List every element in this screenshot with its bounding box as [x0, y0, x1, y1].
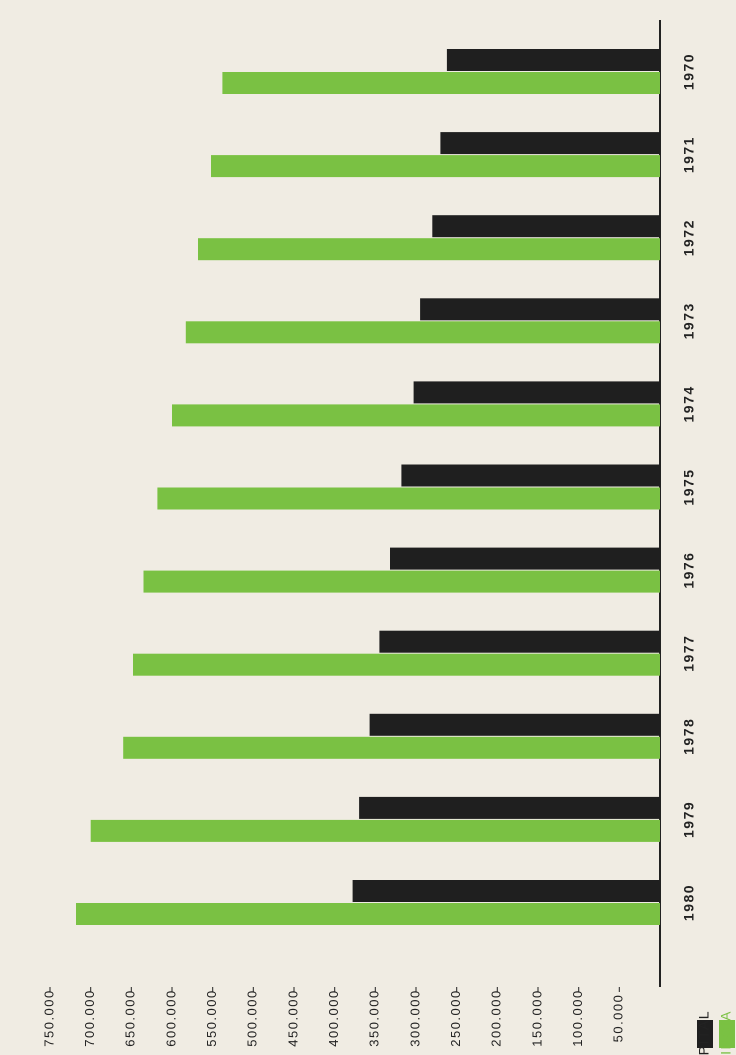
bar-provincia-1975 — [157, 487, 660, 510]
bar-provincia-1970 — [222, 72, 660, 94]
bar-capital-1979 — [359, 796, 660, 819]
bar-provincia-1977 — [133, 653, 660, 676]
legend-swatch-provincia — [719, 1020, 735, 1048]
bar-provincia-1980 — [76, 903, 660, 925]
bar-capital-1974 — [413, 381, 660, 404]
tick-label-100.000: 100.000 — [570, 989, 585, 1047]
bar-capital-1970 — [446, 49, 660, 71]
bar-provincia-1973 — [185, 321, 661, 344]
bar-provincia-1979 — [90, 819, 660, 842]
bar-provincia-1978 — [123, 736, 660, 759]
year-label-1977: 1977 — [681, 635, 697, 672]
year-label-1975: 1975 — [681, 468, 697, 505]
tick-label-50.000: 50.000 — [611, 994, 626, 1043]
tick-label-300.000: 300.000 — [407, 989, 422, 1047]
tick-label-500.000: 500.000 — [245, 989, 260, 1047]
tick-label-200.000: 200.000 — [489, 989, 504, 1047]
bar-capital-1980 — [352, 880, 660, 902]
bar-capital-1972 — [432, 215, 660, 238]
bar-capital-1976 — [390, 547, 660, 570]
year-label-1978: 1978 — [681, 718, 697, 755]
year-label-1976: 1976 — [681, 552, 697, 589]
category-axis: 1970 1971 1972 1973 1974 1975 1976 1977 1978 1979… — [681, 53, 697, 921]
year-label-1972: 1972 — [681, 219, 697, 256]
bar-capital-1978 — [369, 713, 660, 736]
bar-capital-1975 — [401, 464, 660, 487]
year-label-1980: 1980 — [681, 884, 697, 921]
value-axis: 50.000 100.000 150.000 200.000 250.000 300.00… — [41, 987, 626, 1047]
tick-label-350.000: 350.000 — [367, 989, 382, 1047]
bar-capital-1973 — [420, 298, 660, 321]
tick-label-600.000: 600.000 — [163, 989, 178, 1047]
legend-swatch-capital — [697, 1020, 713, 1048]
tick-label-700.000: 700.000 — [82, 989, 97, 1047]
tick-label-400.000: 400.000 — [326, 989, 341, 1047]
tick-label-650.000: 650.000 — [123, 989, 138, 1047]
legend-label-capital: CAPITAL — [696, 1010, 712, 1055]
year-label-1971: 1971 — [681, 136, 697, 173]
tick-label-250.000: 250.000 — [448, 989, 463, 1047]
legend-label-provincia: PROVINCIA — [718, 1010, 734, 1055]
year-label-1970: 1970 — [681, 53, 697, 90]
legend: CAPITAL PROVINCIA — [696, 1010, 735, 1055]
tick-label-550.000: 550.000 — [204, 989, 219, 1047]
tick-label-450.000: 450.000 — [285, 989, 300, 1047]
year-label-1974: 1974 — [681, 385, 697, 422]
bar-provincia-1976 — [143, 570, 660, 593]
bar-capital-1971 — [440, 132, 660, 155]
tick-label-750.000: 750.000 — [41, 989, 56, 1047]
year-label-1979: 1979 — [681, 801, 697, 838]
year-label-1973: 1973 — [681, 302, 697, 339]
bar-provincia-1971 — [211, 155, 660, 178]
bars-group — [76, 49, 661, 925]
tick-label-150.000: 150.000 — [529, 989, 544, 1047]
bar-provincia-1972 — [198, 238, 660, 261]
bar-capital-1977 — [379, 630, 660, 653]
bar-provincia-1974 — [172, 404, 660, 427]
